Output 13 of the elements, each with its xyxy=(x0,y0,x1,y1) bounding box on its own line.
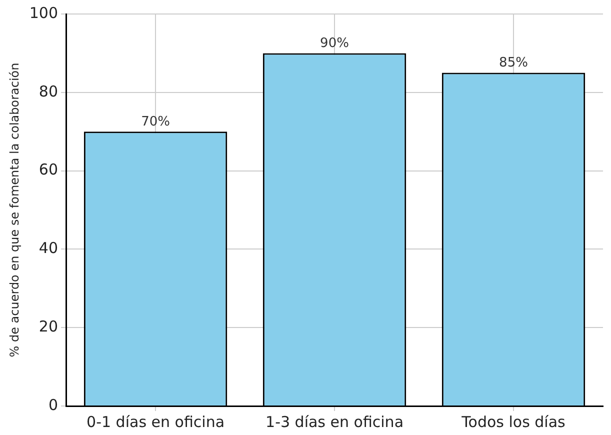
y-tick-label: 0 xyxy=(48,396,58,414)
data-label: 90% xyxy=(320,36,349,52)
y-tick-label: 100 xyxy=(29,4,58,22)
x-tick-label: 0-1 días en oficina xyxy=(86,412,225,431)
y-tick-label: 40 xyxy=(38,239,58,258)
y-tick-label: 20 xyxy=(38,317,58,336)
x-tick-label: Todos los días xyxy=(460,412,566,431)
x-tick-label: 1-3 días en oficina xyxy=(266,412,404,431)
y-tick-label: 60 xyxy=(38,160,58,179)
data-label: 85% xyxy=(499,56,528,71)
y-axis-title: % de acuerdo en que se fomenta la colaboración xyxy=(7,62,22,358)
y-tick-label: 80 xyxy=(38,82,58,100)
data-label: 70% xyxy=(141,114,170,130)
